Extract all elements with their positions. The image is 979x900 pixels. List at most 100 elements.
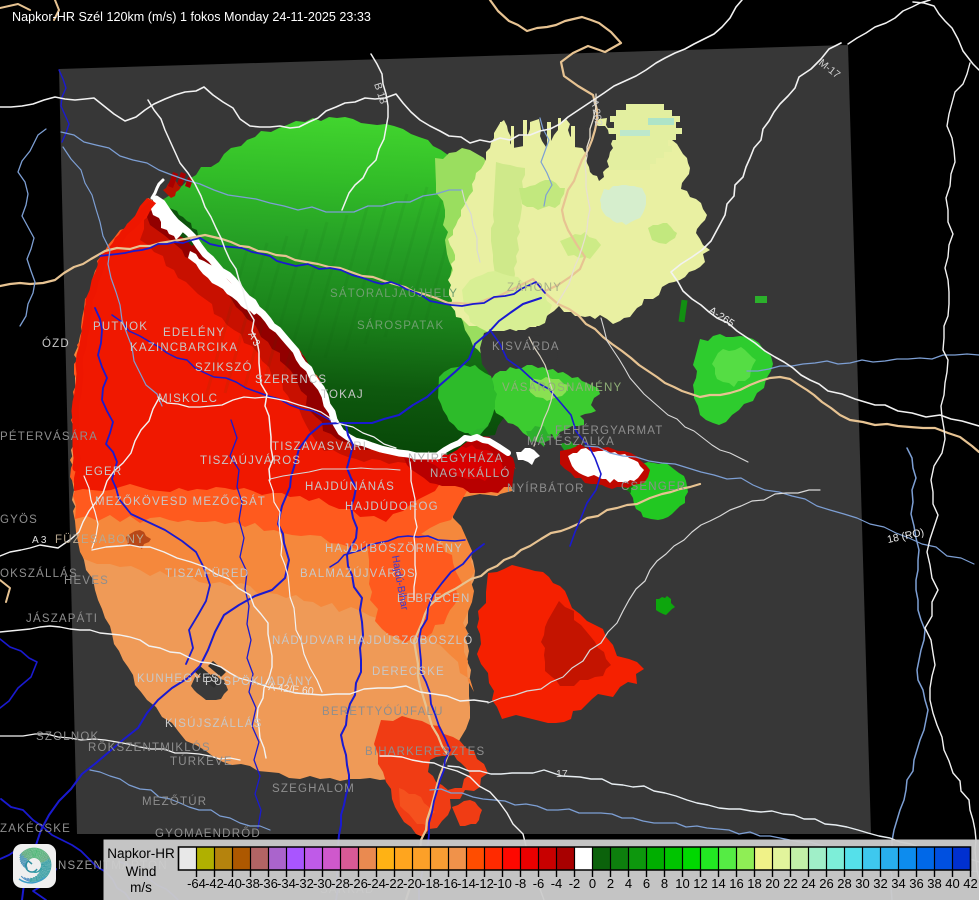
svg-text:28: 28 [837, 876, 851, 891]
svg-text:20: 20 [765, 876, 779, 891]
svg-text:GYOMAENDRŐD: GYOMAENDRŐD [155, 826, 261, 840]
svg-text:14: 14 [711, 876, 725, 891]
svg-text:2: 2 [607, 876, 614, 891]
svg-text:GYÖS: GYÖS [0, 514, 38, 526]
svg-text:Napkor-HR: Napkor-HR [107, 846, 175, 861]
svg-text:TISZAVASVÁRI: TISZAVASVÁRI [272, 440, 367, 453]
svg-text:4: 4 [625, 876, 632, 891]
svg-text:SÁTORALJAÚJHELY: SÁTORALJAÚJHELY [330, 287, 458, 300]
svg-text:-64: -64 [187, 876, 206, 891]
svg-text:VÁSÁROSNAMÉNY: VÁSÁROSNAMÉNY [502, 381, 622, 394]
svg-text:-22: -22 [385, 876, 404, 891]
svg-text:PÜSPÖKLADÁNY: PÜSPÖKLADÁNY [205, 675, 313, 688]
svg-text:32: 32 [873, 876, 887, 891]
svg-text:Wind: Wind [126, 864, 157, 879]
svg-text:HEVES: HEVES [64, 575, 109, 587]
svg-text:KAZINCBARCIKA: KAZINCBARCIKA [130, 342, 238, 354]
svg-text:DEBRECEN: DEBRECEN [397, 593, 471, 605]
svg-text:SZEGHALOM: SZEGHALOM [272, 783, 355, 795]
svg-text:EGER: EGER [85, 466, 122, 478]
svg-text:SÁROSPATAK: SÁROSPATAK [357, 319, 444, 332]
svg-text:NYÍRBÁTOR: NYÍRBÁTOR [507, 482, 585, 495]
svg-text:30: 30 [855, 876, 869, 891]
svg-text:17: 17 [556, 768, 568, 780]
svg-text:10: 10 [675, 876, 689, 891]
svg-text:HAJDÚSZOBOSZLÓ: HAJDÚSZOBOSZLÓ [348, 634, 473, 647]
svg-text:12: 12 [693, 876, 707, 891]
svg-text:NYÍREGYHÁZA: NYÍREGYHÁZA [408, 452, 504, 465]
svg-text:EDELÉNY: EDELÉNY [163, 326, 225, 339]
svg-text:16: 16 [729, 876, 743, 891]
svg-text:-40: -40 [223, 876, 242, 891]
svg-text:OKSZÁLLÁS: OKSZÁLLÁS [0, 567, 78, 580]
svg-text:FEHÉRGYARMAT: FEHÉRGYARMAT [555, 424, 664, 437]
svg-text:-30: -30 [313, 876, 332, 891]
svg-text:TISZAÚJVÁROS: TISZAÚJVÁROS [200, 454, 301, 467]
svg-text:FÜZESABONY: FÜZESABONY [55, 534, 145, 546]
svg-text:DERECSKE: DERECSKE [372, 666, 445, 678]
svg-text:-14: -14 [457, 876, 476, 891]
svg-text:PUTNOK: PUTNOK [93, 321, 148, 333]
svg-text:-36: -36 [259, 876, 278, 891]
svg-text:JÁSZAPÁTI: JÁSZAPÁTI [26, 612, 98, 625]
svg-text:-34: -34 [277, 876, 296, 891]
svg-text:-16: -16 [439, 876, 458, 891]
svg-text:BIHARKERESZTES: BIHARKERESZTES [365, 746, 485, 758]
svg-text:BERETTYÓÚJFALU: BERETTYÓÚJFALU [322, 705, 444, 718]
svg-text:-4: -4 [551, 876, 563, 891]
svg-text:-24: -24 [367, 876, 386, 891]
svg-text:34: 34 [891, 876, 905, 891]
svg-text:A 3: A 3 [32, 535, 47, 546]
svg-text:SZOLNOK: SZOLNOK [36, 731, 99, 743]
svg-text:SZIKSZÓ: SZIKSZÓ [195, 361, 253, 374]
svg-text:-10: -10 [493, 876, 512, 891]
svg-text:-6: -6 [533, 876, 545, 891]
svg-text:ZÁHONY: ZÁHONY [507, 281, 562, 294]
svg-text:24: 24 [801, 876, 815, 891]
svg-text:-8: -8 [515, 876, 527, 891]
svg-text:A 42/E 60: A 42/E 60 [268, 681, 315, 698]
svg-text:40: 40 [945, 876, 959, 891]
svg-text:m/s: m/s [130, 880, 152, 895]
svg-text:A 262: A 262 [588, 98, 605, 127]
svg-text:42: 42 [963, 876, 977, 891]
svg-text:TISZAFÜRED: TISZAFÜRED [165, 568, 249, 580]
svg-text:BALMAZÚJVÁROS: BALMAZÚJVÁROS [300, 567, 416, 580]
svg-text:-28: -28 [331, 876, 350, 891]
svg-text:-26: -26 [349, 876, 368, 891]
svg-text:ÓZD: ÓZD [42, 337, 70, 350]
svg-text:26: 26 [819, 876, 833, 891]
svg-text:NÁDUDVAR: NÁDUDVAR [272, 634, 345, 647]
svg-text:22: 22 [783, 876, 797, 891]
svg-text:CSENGER: CSENGER [621, 481, 686, 493]
svg-text:-32: -32 [295, 876, 314, 891]
svg-text:KUNHEGYES: KUNHEGYES [137, 673, 220, 685]
svg-text:38: 38 [927, 876, 941, 891]
svg-text:TÚRKEVE: TÚRKEVE [170, 755, 233, 768]
svg-text:Napkor-HR Szél 120km (m/s) 1 f: Napkor-HR Szél 120km (m/s) 1 fokos Monda… [12, 10, 371, 24]
svg-text:KISVÁRDA: KISVÁRDA [492, 340, 560, 353]
svg-text:MISKOLC: MISKOLC [158, 393, 218, 405]
svg-text:-38: -38 [241, 876, 260, 891]
svg-text:SZERENCS: SZERENCS [255, 374, 327, 386]
svg-text:PÉTERVÁSÁRA: PÉTERVÁSÁRA [0, 430, 98, 443]
svg-text:MEZŐKÖVESD MEZŐCSÁT: MEZŐKÖVESD MEZŐCSÁT [95, 494, 266, 508]
svg-text:TOKAJ: TOKAJ [321, 389, 364, 401]
svg-text:18: 18 [747, 876, 761, 891]
svg-text:HAJDÚNÁNÁS: HAJDÚNÁNÁS [305, 480, 395, 493]
svg-text:0: 0 [589, 876, 596, 891]
svg-text:HAJDÚBÖSZÖRMÉNY: HAJDÚBÖSZÖRMÉNY [325, 542, 463, 555]
svg-text:8: 8 [661, 876, 668, 891]
svg-text:ZAKÉCSKE: ZAKÉCSKE [0, 822, 71, 835]
svg-text:-20: -20 [403, 876, 422, 891]
svg-text:MÁTÉSZALKA: MÁTÉSZALKA [527, 435, 615, 448]
svg-text:36: 36 [909, 876, 923, 891]
svg-text:-18: -18 [421, 876, 440, 891]
svg-text:KISÚJSZÁLLÁS: KISÚJSZÁLLÁS [165, 717, 263, 730]
svg-text:-42: -42 [205, 876, 224, 891]
svg-text:RÖKSZENTMIKLÓS: RÖKSZENTMIKLÓS [88, 741, 211, 754]
svg-text:-12: -12 [475, 876, 494, 891]
svg-text:6: 6 [643, 876, 650, 891]
svg-text:HAJDÚDOROG: HAJDÚDOROG [345, 500, 439, 513]
svg-text:-2: -2 [569, 876, 581, 891]
